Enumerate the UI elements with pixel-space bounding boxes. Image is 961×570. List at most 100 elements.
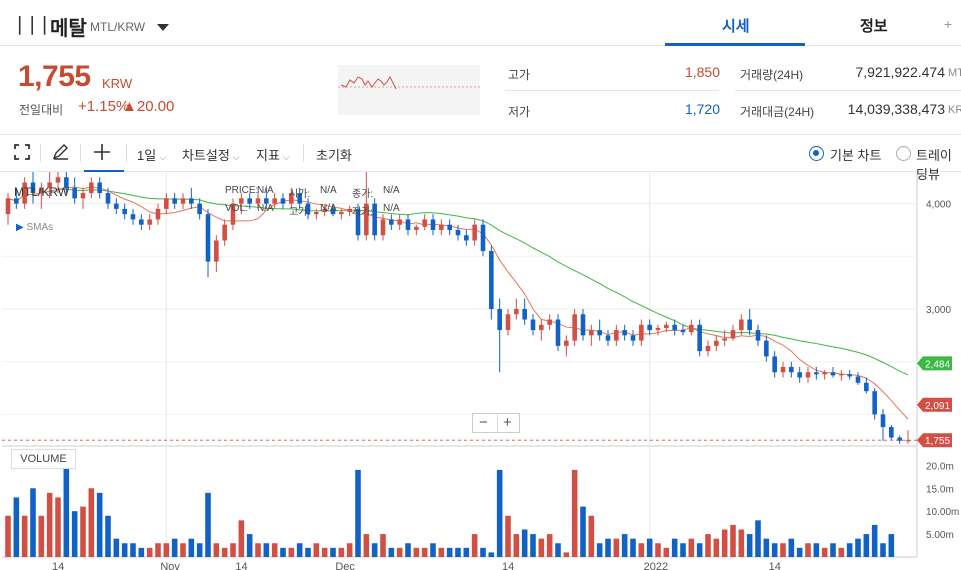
volume-bar bbox=[721, 529, 728, 557]
candle-body bbox=[805, 372, 811, 378]
volume-bar bbox=[363, 534, 370, 557]
candle-body bbox=[180, 198, 186, 204]
volume-bar bbox=[563, 552, 570, 557]
coin-name[interactable]: 메탈 bbox=[50, 18, 87, 40]
current-price: 1,755 bbox=[18, 60, 91, 93]
tab-info[interactable]: 정보 bbox=[860, 18, 888, 35]
volume-bar bbox=[455, 547, 461, 557]
chart-settings-button[interactable]: 차트설정 ⌵ bbox=[182, 145, 240, 164]
candle-body bbox=[630, 335, 636, 341]
basic-chart-label[interactable]: 기본 차트 bbox=[830, 148, 882, 163]
volume-bar bbox=[30, 488, 36, 557]
volume-bar bbox=[696, 543, 703, 557]
candle-body bbox=[780, 366, 786, 373]
candle-body bbox=[389, 219, 394, 225]
high-info-label: 고가: bbox=[289, 207, 311, 218]
basic-chart-radio[interactable] bbox=[809, 146, 824, 161]
volume-bar bbox=[530, 534, 536, 557]
close-value: N/A bbox=[383, 185, 400, 196]
candle-body bbox=[564, 340, 569, 346]
reset-button[interactable]: 초기화 bbox=[316, 148, 352, 163]
candle-body bbox=[539, 324, 544, 331]
volume-bar bbox=[755, 520, 761, 557]
x-tick-label: Dec bbox=[335, 561, 355, 570]
pencil-icon[interactable] bbox=[52, 144, 70, 163]
volume-bar bbox=[121, 543, 128, 557]
volume-bar bbox=[346, 543, 353, 557]
volume-bar bbox=[163, 543, 170, 557]
open-label: 시가: bbox=[289, 189, 311, 200]
candle-body bbox=[14, 198, 19, 204]
volume-bar bbox=[596, 543, 603, 557]
candle-body bbox=[897, 437, 902, 441]
candle-body bbox=[239, 198, 244, 204]
divider bbox=[505, 90, 719, 91]
interval-select[interactable]: 1일 ⌵ bbox=[137, 145, 166, 164]
candle-body bbox=[605, 335, 611, 341]
candle-body bbox=[830, 372, 836, 376]
volume-bar bbox=[621, 534, 628, 557]
candle-body bbox=[255, 198, 261, 204]
indicators-button[interactable]: 지표 ⌵ bbox=[256, 145, 290, 164]
candle-body bbox=[222, 224, 227, 241]
tab-price[interactable]: 시세 bbox=[722, 18, 750, 35]
volume-bar bbox=[238, 520, 245, 557]
volume-bar bbox=[571, 469, 578, 557]
chart-svg[interactable]: 4,000 3,000 20.0m 15.0m 10.00m 5.00m 14 Nov 14 De… bbox=[0, 166, 961, 570]
candle-body bbox=[122, 208, 127, 215]
coin-dropdown-caret-icon[interactable] bbox=[157, 24, 169, 31]
candle-body bbox=[464, 235, 469, 241]
candle-body bbox=[530, 319, 536, 331]
volume-bar bbox=[405, 543, 411, 557]
candle-body bbox=[72, 187, 77, 199]
crosshair-icon[interactable] bbox=[93, 143, 111, 164]
candle-body bbox=[839, 374, 844, 376]
candle-body bbox=[689, 324, 694, 333]
exchange-logo[interactable]: ||| bbox=[14, 13, 52, 35]
volume-bar bbox=[46, 492, 53, 557]
volume-bar bbox=[521, 529, 528, 557]
coin-pair[interactable]: MTL/KRW bbox=[90, 20, 146, 34]
candle-body bbox=[705, 345, 711, 352]
candle-body bbox=[597, 330, 602, 336]
volume-bar bbox=[480, 547, 486, 557]
ma-long-line bbox=[7, 188, 909, 376]
volume-button[interactable]: VOLUME bbox=[11, 449, 76, 469]
chevron-down-icon: ⌵ bbox=[159, 152, 167, 162]
toolbar-separator bbox=[126, 144, 127, 162]
candle-body bbox=[739, 319, 744, 331]
x-tick-label: 14 bbox=[502, 561, 514, 570]
indicator-play-icon: ▶ bbox=[16, 222, 24, 233]
volume-bar bbox=[421, 547, 428, 557]
candle-body bbox=[647, 324, 652, 331]
candle-body bbox=[522, 309, 527, 320]
low-label: 저가 bbox=[508, 105, 531, 119]
indicator-partial-label[interactable]: ▶ SMAs bbox=[16, 222, 53, 233]
candle-body bbox=[864, 382, 869, 392]
candle-body bbox=[747, 319, 752, 331]
volume-bar bbox=[838, 547, 845, 557]
zoom-control[interactable]: − + bbox=[472, 413, 520, 433]
volume-bar bbox=[713, 538, 720, 557]
volume-bar bbox=[71, 511, 78, 557]
price-currency: KRW bbox=[102, 76, 133, 91]
volume-bar bbox=[888, 534, 895, 557]
price-chart[interactable]: 4,000 3,000 20.0m 15.0m 10.00m 5.00m 14 Nov 14 De… bbox=[0, 166, 961, 570]
candle-body bbox=[197, 203, 202, 215]
zoom-in-button[interactable]: + bbox=[503, 414, 512, 431]
candle-body bbox=[305, 203, 311, 215]
tab-more[interactable]: + bbox=[944, 16, 953, 32]
change-percent: +1.15% bbox=[78, 98, 130, 115]
candle-body bbox=[64, 177, 69, 188]
volume-bar bbox=[338, 547, 345, 557]
trading-view-label[interactable]: 트레이딩뷰 bbox=[916, 148, 952, 182]
zoom-out-button[interactable]: − bbox=[479, 414, 488, 431]
fullscreen-icon[interactable] bbox=[14, 144, 30, 163]
volume-bar bbox=[221, 547, 228, 557]
trading-view-radio[interactable] bbox=[896, 146, 911, 161]
volume-label: 거래량(24H) bbox=[740, 68, 804, 82]
volume-bar bbox=[246, 534, 253, 557]
candle-body bbox=[297, 193, 302, 204]
candle-body bbox=[580, 314, 586, 336]
crosshair-active-underline bbox=[84, 170, 124, 172]
